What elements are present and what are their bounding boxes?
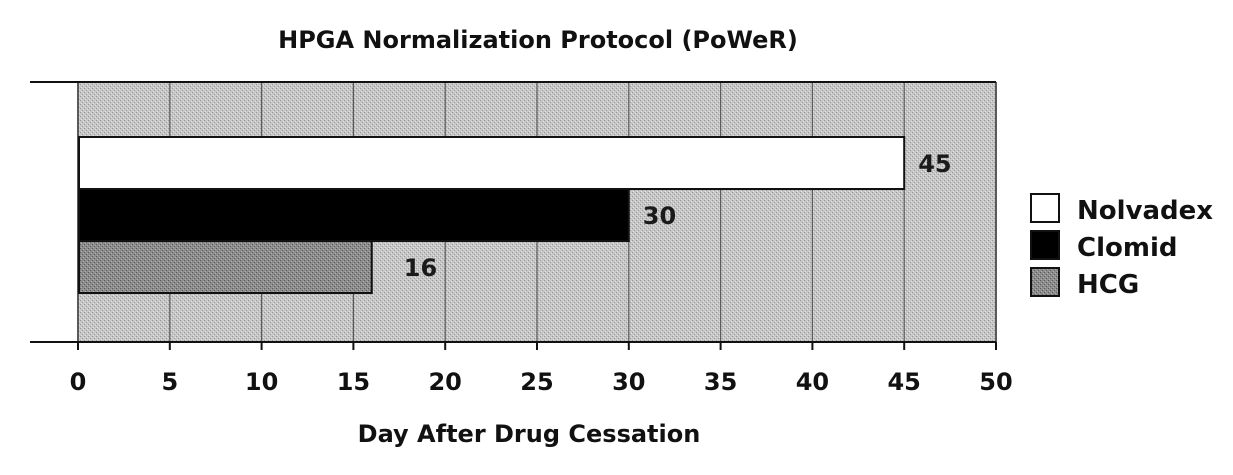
x-tick-label-25: 25 xyxy=(520,368,553,396)
chart-title: HPGA Normalization Protocol (PoWeR) xyxy=(278,26,798,54)
legend-label-hcg: HCG xyxy=(1077,270,1139,300)
plot-area: 0 5 10 15 20 25 30 35 40 45 50 45 30 16 xyxy=(30,81,1013,396)
x-tick-label-30: 30 xyxy=(612,368,645,396)
data-label-nolvadex: 45 xyxy=(918,150,951,178)
bar-nolvadex xyxy=(78,136,906,190)
x-tick-label-10: 10 xyxy=(245,368,278,396)
bar-hcg xyxy=(78,240,373,294)
legend-label-nolvadex: Nolvadex xyxy=(1077,196,1213,226)
legend-swatch-clomid xyxy=(1030,230,1060,260)
legend-swatch-nolvadex xyxy=(1030,193,1060,223)
legend-label-clomid: Clomid xyxy=(1077,233,1177,263)
x-tick-label-45: 45 xyxy=(887,368,920,396)
x-axis-label: Day After Drug Cessation xyxy=(358,420,701,448)
x-tick-label-15: 15 xyxy=(337,368,370,396)
legend: Nolvadex Clomid HCG xyxy=(1030,193,1213,300)
x-tick-label-0: 0 xyxy=(70,368,87,396)
legend-swatch-hcg xyxy=(1030,267,1060,297)
x-tick-label-50: 50 xyxy=(979,368,1012,396)
data-label-clomid: 30 xyxy=(643,202,676,230)
x-tick-label-20: 20 xyxy=(428,368,461,396)
x-tick-label-5: 5 xyxy=(161,368,178,396)
data-label-hcg: 16 xyxy=(404,254,437,282)
x-tick-label-35: 35 xyxy=(704,368,737,396)
x-tick-label-40: 40 xyxy=(796,368,829,396)
bar-clomid xyxy=(78,188,630,242)
